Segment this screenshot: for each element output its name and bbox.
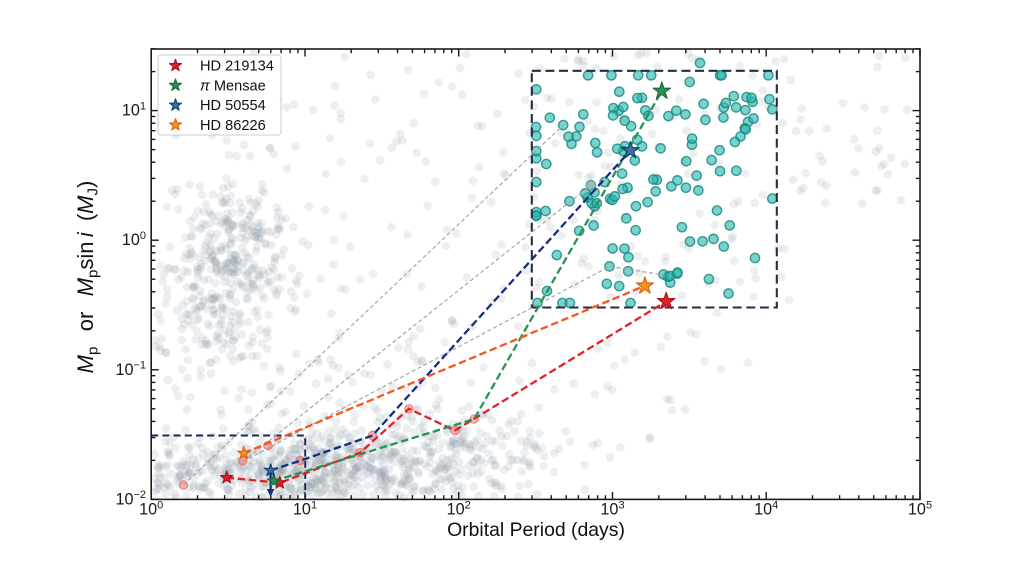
svg-text:HD 219134: HD 219134 [200,59,274,75]
svg-text:HD 50554: HD 50554 [200,98,266,114]
svg-text:π Mensae: π Mensae [200,78,266,94]
svg-text:Mp or Mpsin i (MJ): Mp or Mpsin i (MJ) [73,181,101,374]
svg-text:HD 86226: HD 86226 [200,118,266,134]
svg-text:Orbital Period (days): Orbital Period (days) [447,519,625,541]
